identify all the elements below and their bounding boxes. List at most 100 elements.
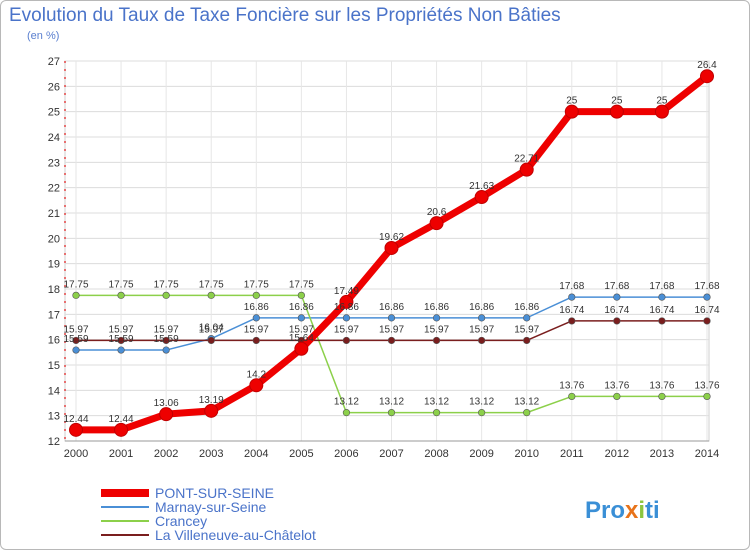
data-point <box>568 317 576 325</box>
data-point <box>609 104 624 119</box>
data-point <box>523 336 531 345</box>
data-point <box>339 294 354 309</box>
data-point <box>703 317 711 325</box>
data-label: 13.76 <box>604 380 629 391</box>
x-tick-label: 2002 <box>154 448 178 460</box>
data-label: 19.62 <box>379 232 404 243</box>
data-point <box>613 293 621 301</box>
data-label: 16.04 <box>199 323 224 334</box>
data-point <box>429 216 444 231</box>
data-point <box>252 314 260 322</box>
y-tick-label: 19 <box>48 259 60 271</box>
y-unit-label: (en %) <box>27 30 60 42</box>
x-tick-label: 2012 <box>605 448 629 460</box>
data-label: 15.59 <box>109 334 134 345</box>
legend-label: Marnay-sur-Seine <box>155 499 266 515</box>
data-label: 16.86 <box>469 302 494 313</box>
data-point <box>342 336 351 345</box>
data-point <box>162 346 170 354</box>
y-tick-label: 14 <box>48 385 60 397</box>
x-tick-label: 2000 <box>64 448 88 460</box>
data-label: 13.76 <box>559 380 584 391</box>
data-point <box>117 291 125 299</box>
data-label: 21.63 <box>469 181 494 192</box>
data-label: 14.2 <box>247 369 267 380</box>
data-label: 15.97 <box>63 324 88 335</box>
data-label: 15.97 <box>469 324 494 335</box>
data-label: 15.97 <box>289 324 314 335</box>
x-tick-label: 2008 <box>424 448 448 460</box>
y-tick-label: 21 <box>48 208 60 220</box>
data-label: 15.97 <box>514 324 539 335</box>
legend-label: Crancey <box>155 513 207 529</box>
data-point <box>297 291 305 299</box>
data-point <box>658 293 666 301</box>
y-tick-label: 20 <box>48 233 60 245</box>
data-label: 17.75 <box>63 279 88 290</box>
data-label: 13.19 <box>199 395 224 406</box>
data-point <box>207 291 215 299</box>
data-label: 17.75 <box>109 279 134 290</box>
data-point <box>162 291 170 299</box>
data-point <box>342 314 351 322</box>
data-point <box>564 104 579 119</box>
data-label: 20.6 <box>427 207 447 218</box>
data-point <box>159 407 174 422</box>
data-point <box>478 336 486 345</box>
data-point <box>207 336 215 345</box>
data-point <box>613 317 621 325</box>
data-point <box>700 69 714 84</box>
data-point <box>432 409 441 417</box>
data-point <box>523 409 531 417</box>
data-label: 17.75 <box>154 279 179 290</box>
data-label: 16.86 <box>244 302 269 313</box>
x-tick-label: 2009 <box>469 448 493 460</box>
data-label: 13.12 <box>514 397 539 408</box>
y-tick-label: 27 <box>48 56 60 68</box>
data-point <box>72 291 80 299</box>
x-tick-label: 2003 <box>199 448 223 460</box>
data-label: 12.44 <box>109 414 134 425</box>
data-label: 16.86 <box>379 302 404 313</box>
data-label: 15.59 <box>154 334 179 345</box>
y-tick-label: 15 <box>48 360 60 372</box>
legend-label: La Villeneuve-au-Châtelot <box>155 527 316 543</box>
x-tick-label: 2011 <box>560 448 584 460</box>
data-point <box>252 291 260 299</box>
data-point <box>432 314 441 322</box>
data-point <box>613 392 621 401</box>
x-tick-label: 2005 <box>289 448 313 460</box>
y-tick-label: 24 <box>48 132 60 144</box>
data-point <box>658 392 666 401</box>
data-label: 17.75 <box>289 279 314 290</box>
x-tick-label: 2010 <box>514 448 538 460</box>
data-label: 15.97 <box>244 324 269 335</box>
data-label: 13.12 <box>334 397 359 408</box>
data-point <box>387 409 396 417</box>
data-point <box>519 162 534 177</box>
data-label: 16.74 <box>649 305 674 316</box>
data-point <box>478 314 486 322</box>
legend-label: PONT-SUR-SEINE <box>155 485 274 501</box>
data-point <box>69 422 83 437</box>
y-tick-label: 18 <box>48 284 60 296</box>
data-label: 12.44 <box>63 414 88 425</box>
data-point <box>478 409 486 417</box>
data-label: 15.97 <box>199 324 224 335</box>
data-label: 15.59 <box>63 334 88 345</box>
data-point <box>72 346 80 354</box>
data-point <box>568 293 576 301</box>
data-label: 16.86 <box>424 302 449 313</box>
data-label: 16.86 <box>289 302 314 313</box>
proxiti-logo: Proxiti <box>585 497 660 524</box>
data-point <box>294 341 309 356</box>
data-label: 13.76 <box>649 380 674 391</box>
y-tick-label: 16 <box>48 335 60 347</box>
y-tick-label: 23 <box>48 157 60 169</box>
data-point <box>72 336 80 345</box>
data-label: 25 <box>566 96 578 107</box>
data-point <box>297 314 305 322</box>
data-label: 22.71 <box>514 154 539 165</box>
data-point <box>204 403 219 418</box>
